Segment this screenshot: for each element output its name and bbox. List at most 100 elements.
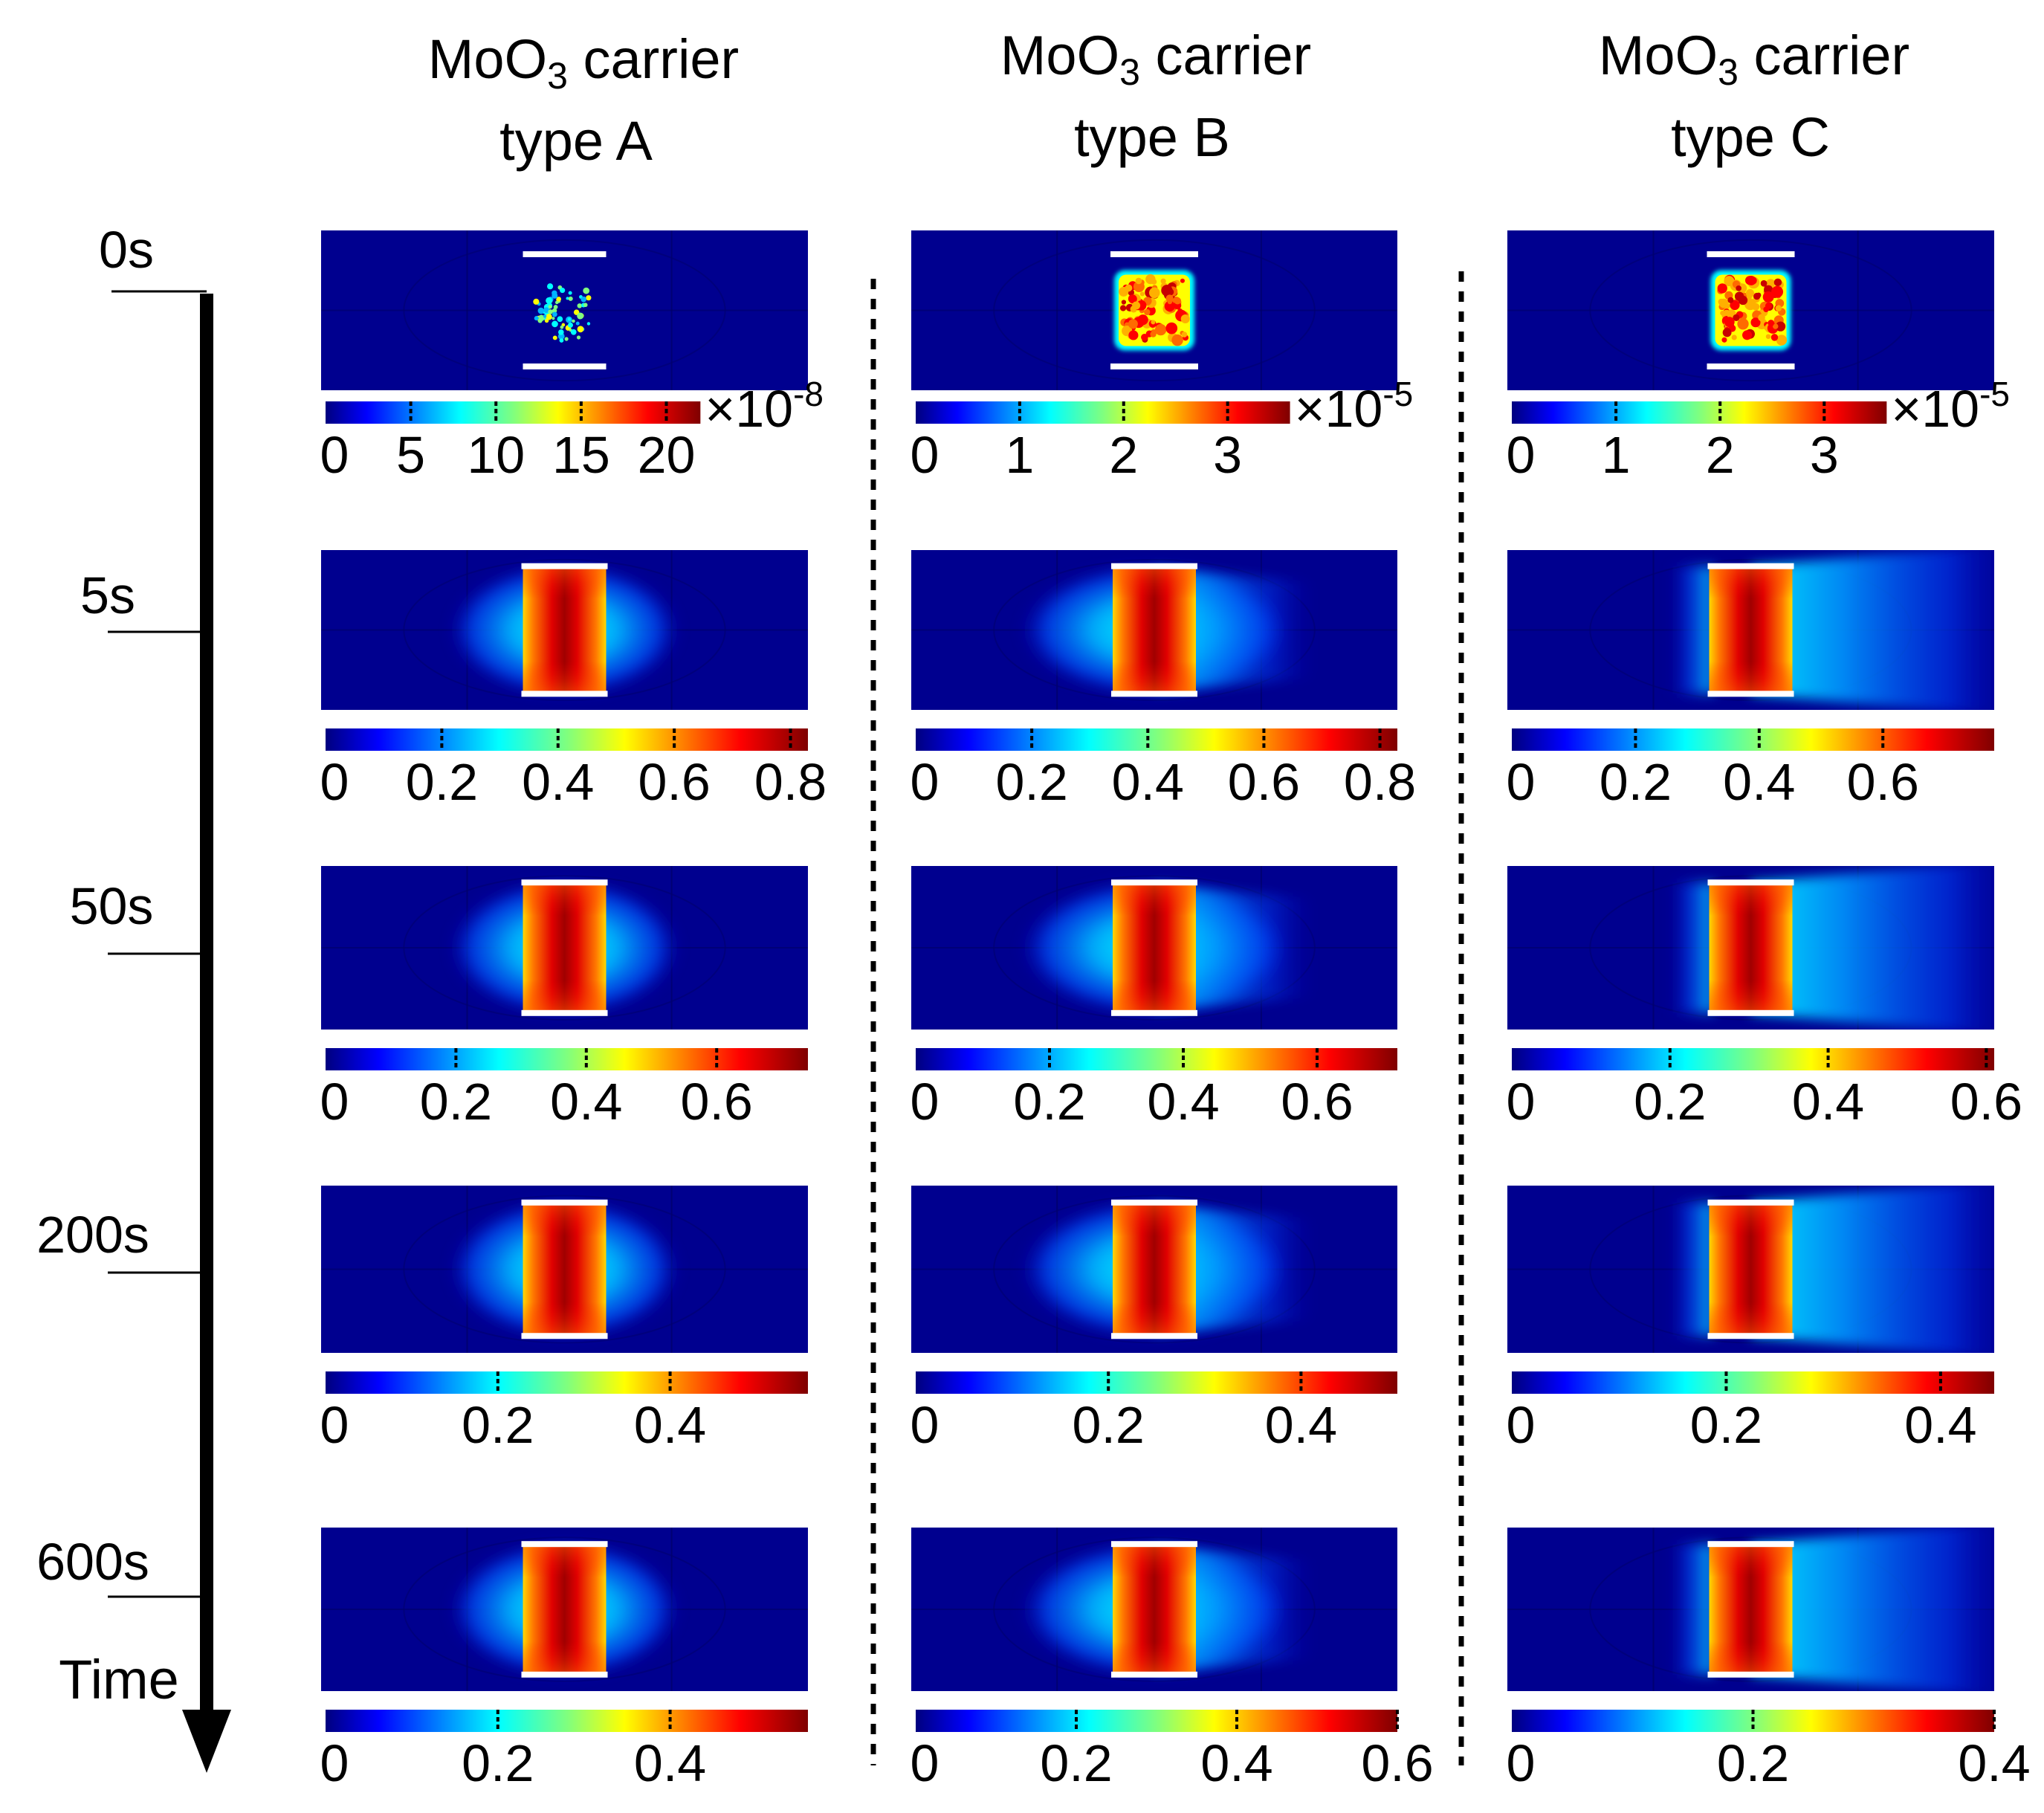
colorbar-tick-label: 0 [1507,753,1536,811]
colorbar-tick-label: 0.6 [638,753,711,811]
colorbar: 0 1 2 3 ×10-5 [1507,375,2010,484]
carrier-plate-top [521,563,608,569]
carrier-plate-top [523,251,607,257]
colorbar-tick-label: 0.6 [1950,1073,2022,1131]
colorbar-tick-label: 0.4 [1265,1396,1337,1454]
panel-r3-c1: 0 0.2 0.4 [911,1186,1397,1454]
colorbar-gradient [1512,1371,1994,1394]
colorbar-tick-label: 0.6 [1281,1073,1353,1131]
carrier-plate-top [521,1541,608,1548]
carrier-plate-bottom [521,1009,608,1016]
panel-r4-c0: 0 0.2 0.4 [320,1528,808,1792]
colorbar: 0 0.2 0.4 0.6 [911,1710,1434,1792]
colorbar-tick-label: 0.4 [1112,753,1184,811]
carrier-plate-bottom [1110,363,1198,369]
colorbar-tick-label: 0 [1507,1396,1536,1454]
simulation-panels: 0 5 10 15 20×10-80 1 2 3×10-50 1 2 3×10-50 0.2 0.4 0.… [320,230,2031,1792]
time-tick-label-0: 0s [99,221,154,279]
carrier-plate-bottom [521,691,608,697]
carrier-plate-bottom [1707,691,1794,697]
column-title-b: MoO3 carrier [1000,25,1311,93]
colorbar-tick-label: 1 [1602,426,1631,484]
colorbar-gradient [916,1048,1397,1070]
colorbar-tick-label: 0 [320,1073,349,1131]
colorbar: 0 0.2 0.4 0.6 [1507,1048,2022,1131]
colorbar-gradient [326,1710,808,1732]
colorbar-tick-label: 5 [396,426,425,484]
colorbar-tick-label: 0.4 [634,1396,706,1454]
carrier-plate-bottom [1111,691,1197,697]
panel-r2-c0: 0 0.2 0.4 0.6 [320,866,808,1131]
colorbar-tick-label: 1 [1005,426,1034,484]
carrier-plate-bottom [521,1671,608,1678]
colorbar-tick-label: 0.6 [681,1073,753,1131]
panel-r0-c0: 0 5 10 15 20×10-8 [320,230,824,484]
colorbar-tick-label: 0 [320,426,349,484]
carrier-plate-bottom [1111,1671,1197,1678]
colorbar-gradient [326,728,808,751]
carrier-plate-top [1707,251,1795,257]
colorbar-tick-label: 0.4 [1200,1734,1272,1792]
colorbar-tick-label: 2 [1109,426,1138,484]
column-title-c: MoO3 carrier [1599,25,1909,93]
panel-r4-c2: 0 0.2 0.4 [1507,1528,2031,1792]
panel-r1-c1: 0 0.2 0.4 0.6 0.8 [911,550,1416,811]
carrier-plate-top [1111,879,1197,886]
colorbar-tick-label: 0 [1507,1734,1536,1792]
carrier-plate-top [1707,1199,1794,1206]
colorbar-tick-label: 0.2 [462,1734,534,1792]
colorbar-tick-label: 0.4 [550,1073,622,1131]
panel-r0-c2: 0 1 2 3 ×10-5 [1507,230,2010,484]
carrier-plate-top [1111,563,1197,569]
colorbar-tick-label: 2 [1706,426,1735,484]
colorbar-tick-label: 3 [1213,426,1242,484]
colorbar-tick-label: 0.2 [1040,1734,1112,1792]
carrier-plate-top [521,1199,608,1206]
colorbar-tick-label: 0.2 [1717,1734,1789,1792]
colorbar: 0 0.2 0.4 0.6 [911,1048,1397,1131]
colorbar-tick-label: 0.2 [406,753,478,811]
colorbar-tick-label: 0.8 [1344,753,1416,811]
carrier-plate-bottom [523,363,607,369]
carrier-plate-top [1111,1199,1197,1206]
time-tick-label-1: 5s [80,566,135,624]
colorbar-gradient [1512,1048,1994,1070]
colorbar-multiplier: ×10-5 [1295,375,1414,438]
time-axis-arrowhead [182,1710,231,1773]
colorbar: 0 0.2 0.4 [320,1710,808,1792]
colorbar: 0 0.2 0.4 [320,1371,808,1454]
colorbar-multiplier: ×10-8 [705,375,824,438]
colorbar-tick-label: 0.2 [1073,1396,1145,1454]
panel-r0-c1: 0 1 2 3 ×10-5 [911,230,1414,484]
panel-r4-c1: 0 0.2 0.4 0.6 [911,1528,1434,1792]
colorbar-tick-label: 0.4 [634,1734,706,1792]
panel-r3-c0: 0 0.2 0.4 [320,1186,808,1454]
carrier-plate-top [1707,563,1794,569]
panel-r3-c2: 0 0.2 0.4 [1507,1186,1994,1454]
colorbar-tick-label: 0.2 [420,1073,492,1131]
colorbar-tick-label: 10 [467,426,525,484]
colorbar: 0 0.2 0.4 0.6 0.8 [320,728,827,811]
carrier-plate-bottom [1111,1333,1197,1339]
colorbar: 0 5 10 15 20×10-8 [320,375,824,484]
colorbar-tick-label: 3 [1810,426,1839,484]
column-title-b-line2: type B [1074,106,1230,168]
colorbar-tick-label: 0.4 [1904,1396,1976,1454]
column-title-c-line2: type C [1671,106,1830,168]
colorbar-tick-label: 0.2 [1013,1073,1085,1131]
colorbar-tick-label: 0.6 [1847,753,1919,811]
colorbar-tick-label: 0 [911,426,939,484]
carrier-plate-top [1707,879,1794,886]
colorbar: 0 0.2 0.4 0.6 [320,1048,808,1131]
colorbar-tick-label: 0 [911,1734,939,1792]
colorbar: 0 0.2 0.4 [1507,1371,1994,1454]
colorbar-tick-label: 20 [638,426,696,484]
time-tick-label-2: 50s [70,877,154,935]
colorbar-tick-label: 0 [911,1396,939,1454]
colorbar-tick-label: 0.6 [1228,753,1300,811]
panel-r1-c0: 0 0.2 0.4 0.6 0.8 [320,550,827,811]
colorbar-gradient [916,1710,1397,1732]
column-title-a: MoO3 carrier [428,28,739,97]
colorbar-tick-label: 0.4 [1147,1073,1219,1131]
colorbar: 0 0.2 0.4 [911,1371,1397,1454]
